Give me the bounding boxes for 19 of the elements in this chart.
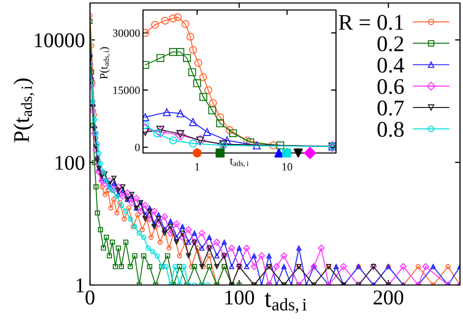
- y-tick-label: 0: [135, 144, 140, 152]
- legend-label: 0.8: [378, 122, 404, 137]
- x-axis-title: t$_{ads,i}$: [230, 158, 249, 168]
- x-tick-label: 100: [225, 290, 254, 305]
- y-tick-label: 30000: [112, 29, 140, 37]
- y-tick-label: 1: [76, 278, 84, 292]
- x-tick-label: 10: [282, 163, 292, 171]
- legend-label: 0.7: [378, 100, 404, 116]
- x-tick-label: 200: [374, 290, 404, 305]
- y-tick-label: 10000: [34, 33, 84, 48]
- legend-label: 0.2: [378, 36, 404, 52]
- y-axis-title: P(t$_{ads,i}$): [13, 78, 34, 142]
- x-tick-label: 0: [86, 290, 94, 305]
- y-tick-label: 15000: [113, 86, 140, 94]
- legend-label: 0.4: [378, 58, 404, 73]
- legend-label: 0.6: [378, 79, 404, 94]
- y-axis-title: P(t$_{ads,i}$): [100, 47, 110, 79]
- legend-label: R = 0.1: [338, 14, 404, 30]
- x-axis-title: t$_{ads,i}$: [264, 292, 307, 314]
